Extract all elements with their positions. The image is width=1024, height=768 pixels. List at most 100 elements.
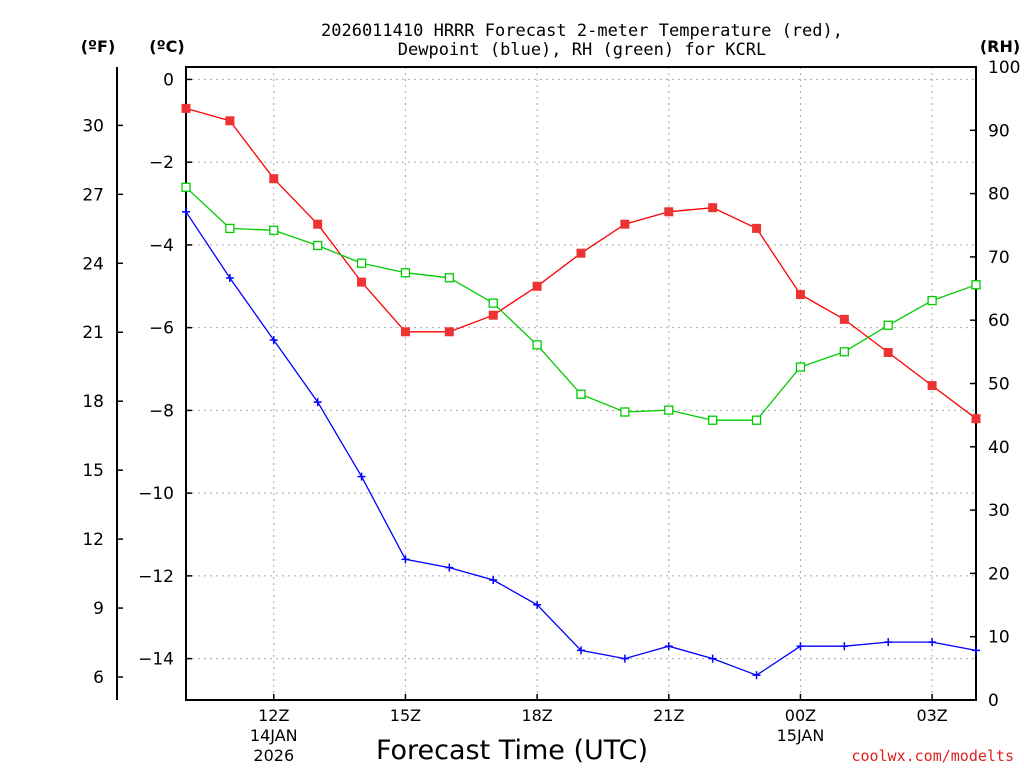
rh-point [225,223,235,234]
dewpoint-point [664,642,673,651]
rh-point [971,280,981,290]
rh-point [664,405,674,415]
rh-point [751,415,762,425]
temperature-point [532,281,542,291]
rh-tick-label: 50 [988,375,1010,395]
x-tick-label: 00Z [785,706,816,725]
fahrenheit-axis-label: (ºF) [81,37,116,56]
dewpoint-point [796,642,805,651]
dewpoint-point [401,555,410,564]
rh-point [708,415,718,425]
temperature-point [269,174,279,184]
fahrenheit-tick-label: 18 [82,392,104,412]
dewpoint-point [182,207,190,216]
x-tick-label: 12Z [258,706,289,725]
x-tick-label: 15Z [390,706,421,725]
temperature-point [752,223,762,233]
rh-point [883,320,893,330]
temperature-point [225,116,235,126]
rh-point [269,225,279,235]
rh-point [313,240,323,251]
chart-title-line2: Dewpoint (blue), RH (green) for KCRL [398,40,766,60]
celsius-tick-label: −12 [138,567,174,587]
temperature-point [576,248,586,258]
rh-tick-label: 60 [988,311,1010,331]
dewpoint-point [445,563,454,572]
x-tick-label: 21Z [653,706,684,725]
watermark: coolwx.com/modelts [851,747,1014,765]
dewpoint-point [313,398,322,407]
temperature-point [883,347,893,357]
rh-tick-label: 80 [988,185,1010,205]
temperature-point [488,310,498,320]
rh-tick-label: 0 [988,691,999,711]
x-tick-year-label: 2026 [253,746,294,765]
fahrenheit-tick-label: 9 [93,599,104,619]
rh-point [181,182,191,192]
celsius-tick-label: −2 [149,153,174,173]
x-tick-label: 18Z [521,706,552,725]
dewpoint-point [489,576,498,585]
rh-line [185,186,977,421]
rh-tick-label: 20 [988,564,1010,584]
fahrenheit-tick-label: 27 [82,185,104,205]
rh-point [620,407,630,417]
rh-axis-label: (RH) [980,37,1020,56]
temperature-point [971,414,981,424]
rh-point [488,298,498,308]
temperature-point [664,207,674,217]
temperature-point [708,203,718,213]
temperature-point [313,219,323,229]
rh-tick-label: 70 [988,248,1010,268]
x-tick-date-label: 14JAN [250,726,298,745]
chart-title-line1: 2026011410 HRRR Forecast 2-meter Tempera… [321,21,843,41]
rh-point [576,389,586,399]
fahrenheit-tick-label: 30 [82,116,104,136]
fahrenheit-tick-label: 12 [82,530,104,550]
celsius-tick-label: −14 [138,650,174,670]
temperature-point [400,327,410,337]
rh-tick-label: 40 [988,438,1010,458]
dewpoint-point [225,274,234,282]
dewpoint-point [620,654,629,663]
dewpoint-point [577,646,585,655]
x-tick-date-label: 15JAN [777,726,825,745]
x-axis-label: Forecast Time (UTC) [376,735,648,766]
temperature-point [181,103,191,113]
temperature-line [185,107,977,420]
dewpoint-point [752,671,761,680]
dewpoint-point [928,638,937,647]
rh-point [795,362,806,372]
rh-tick-label: 90 [988,121,1010,141]
rh-point [444,273,454,283]
celsius-tick-label: −10 [138,484,174,504]
dewpoint-point [884,638,893,647]
rh-point [839,347,849,357]
dewpoint-point [708,654,717,663]
rh-tick-label: 100 [988,58,1020,78]
x-tick-label: 03Z [916,706,947,725]
celsius-tick-label: 0 [163,70,174,90]
dewpoint-point [533,600,542,609]
temperature-point [620,219,630,229]
temperature-point [839,314,849,324]
rh-point [356,258,367,268]
rh-tick-label: 30 [988,501,1010,521]
dewpoint-point [357,472,366,481]
rh-point [400,268,411,278]
celsius-tick-label: −8 [149,401,174,421]
dewpoint-line [185,211,977,676]
celsius-axis-label: (ºC) [149,37,184,56]
temperature-point [927,381,937,391]
temperature-point [357,277,367,287]
celsius-tick-label: −6 [149,319,174,339]
celsius-tick-label: −4 [149,236,174,256]
dewpoint-point [269,336,278,345]
dewpoint-point [840,642,849,651]
fahrenheit-tick-label: 21 [82,323,104,343]
fahrenheit-tick-label: 15 [82,461,104,481]
series-layer [181,103,981,680]
rh-point [927,295,937,306]
